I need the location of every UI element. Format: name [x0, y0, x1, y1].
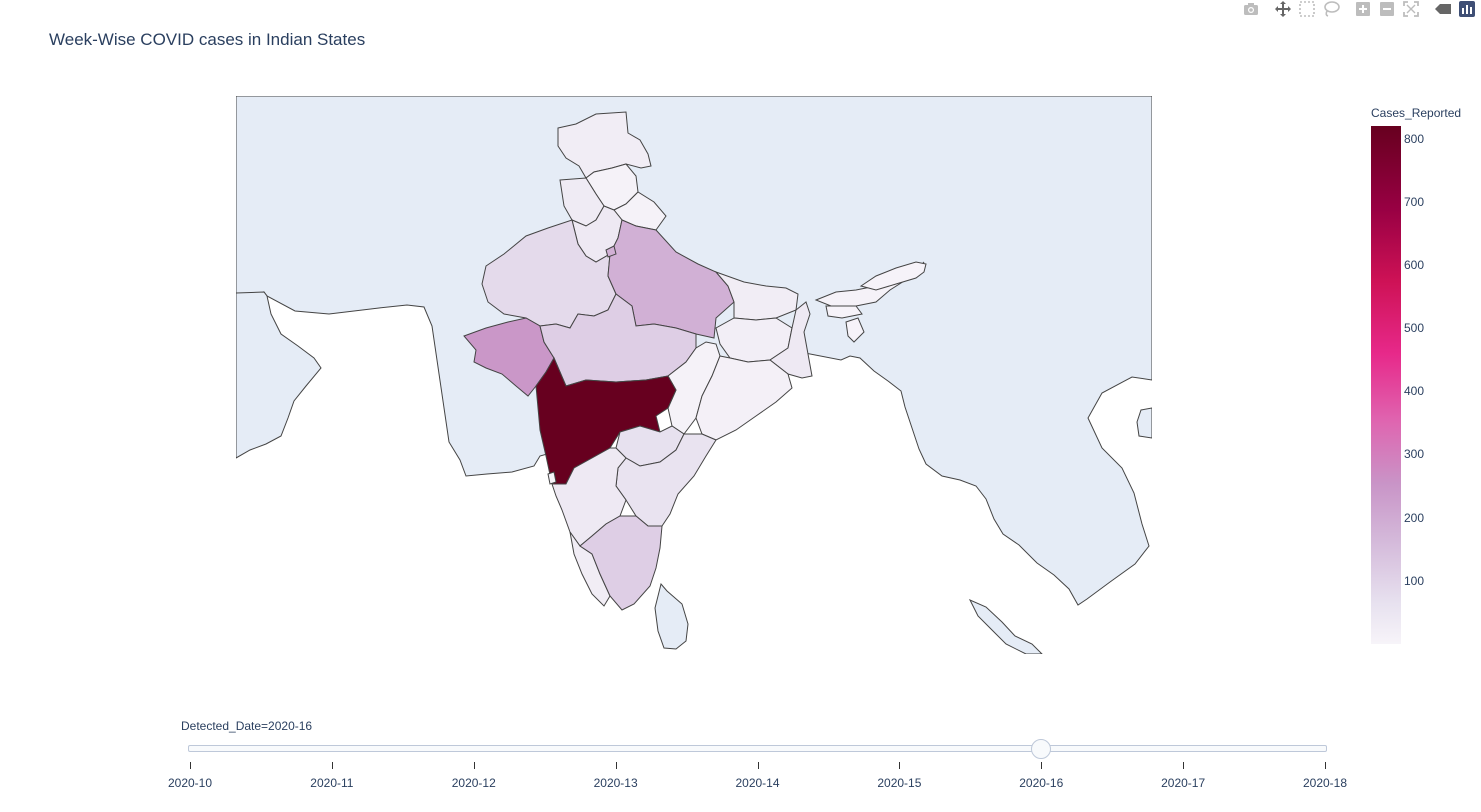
zoom-in-icon[interactable] — [1354, 0, 1372, 18]
colorbar-tick-label: 800 — [1404, 131, 1425, 146]
state-karnataka[interactable] — [551, 447, 627, 547]
modebar — [1231, 0, 1481, 18]
slider-step-2020-12[interactable]: 2020-12 — [451, 776, 496, 790]
island-sri-lanka — [654, 582, 689, 650]
state-tamil-nadu[interactable] — [579, 515, 663, 611]
land-south-east — [968, 598, 1043, 654]
slider-step-2020-16[interactable]: 2020-16 — [1019, 776, 1064, 790]
state-bihar[interactable] — [714, 270, 799, 321]
chart-title: Week-Wise COVID cases in Indian States — [49, 30, 366, 49]
slider-tick — [1325, 762, 1326, 769]
colorbar-title: Cases_Reported — [1371, 106, 1462, 120]
colorbar-tick-label: 700 — [1404, 194, 1425, 209]
state-goa[interactable] — [547, 471, 557, 485]
state-jammu-and-kashmir[interactable] — [557, 111, 652, 179]
slider-handle[interactable] — [1031, 739, 1052, 759]
state-odisha[interactable] — [695, 355, 793, 441]
zoom-out-icon[interactable] — [1378, 0, 1396, 18]
slider-tick — [1183, 762, 1185, 769]
reset-view-icon[interactable] — [1402, 0, 1420, 18]
slider-tick — [757, 762, 759, 769]
camera-icon[interactable] — [1242, 0, 1260, 18]
colorbar-tick-label: 400 — [1404, 384, 1425, 399]
hover-icon[interactable] — [1434, 0, 1452, 18]
colorbar-tick-label: 100 — [1404, 573, 1425, 588]
state-meghalaya[interactable] — [825, 305, 863, 319]
state-tripura[interactable] — [845, 317, 865, 343]
slider-step-2020-10[interactable]: 2020-10 — [167, 776, 213, 790]
slider-tick — [331, 762, 333, 769]
colorbar-tick-label: 300 — [1404, 447, 1425, 462]
land-andaman-tip — [1136, 407, 1152, 439]
colorbar-tick-label: 200 — [1404, 510, 1425, 525]
slider-step-2020-18[interactable]: 2020-18 — [1302, 776, 1348, 790]
slider-tick — [190, 762, 191, 769]
slider-rail[interactable] — [188, 745, 1327, 752]
colorbar-tick-label: 600 — [1404, 257, 1425, 272]
lasso-select-icon[interactable] — [1322, 0, 1340, 18]
map-svg — [236, 96, 1152, 654]
land-arabia — [236, 291, 322, 459]
colorbar: Cases_Reported 100 200 300 400 500 600 700 800 — [1369, 104, 1481, 649]
slider-tick — [615, 762, 617, 769]
box-select-icon[interactable] — [1298, 0, 1316, 18]
slider-step-2020-14[interactable]: 2020-14 — [735, 776, 780, 790]
state-delhi[interactable] — [605, 245, 617, 258]
plotly-logo-icon[interactable] — [1458, 0, 1476, 18]
state-west-bengal[interactable] — [769, 301, 813, 379]
colorbar-gradient — [1371, 126, 1401, 644]
slider-step-2020-15[interactable]: 2020-15 — [877, 776, 922, 790]
slider-step-2020-13[interactable]: 2020-13 — [593, 776, 638, 790]
slider-tick — [473, 762, 475, 769]
slider-step-2020-17[interactable]: 2020-17 — [1161, 776, 1206, 790]
state-arunachal-pradesh[interactable] — [859, 261, 927, 291]
slider-current-label: Detected_Date=2020-16 — [181, 719, 313, 733]
slider-step-2020-11[interactable]: 2020-11 — [310, 776, 354, 790]
map-area[interactable] — [236, 96, 1152, 654]
states-layer — [463, 111, 927, 611]
slider-tick — [899, 762, 901, 769]
colorbar-tick-label: 500 — [1404, 321, 1425, 336]
pan-icon[interactable] — [1274, 0, 1292, 18]
slider-tick — [1041, 762, 1043, 769]
